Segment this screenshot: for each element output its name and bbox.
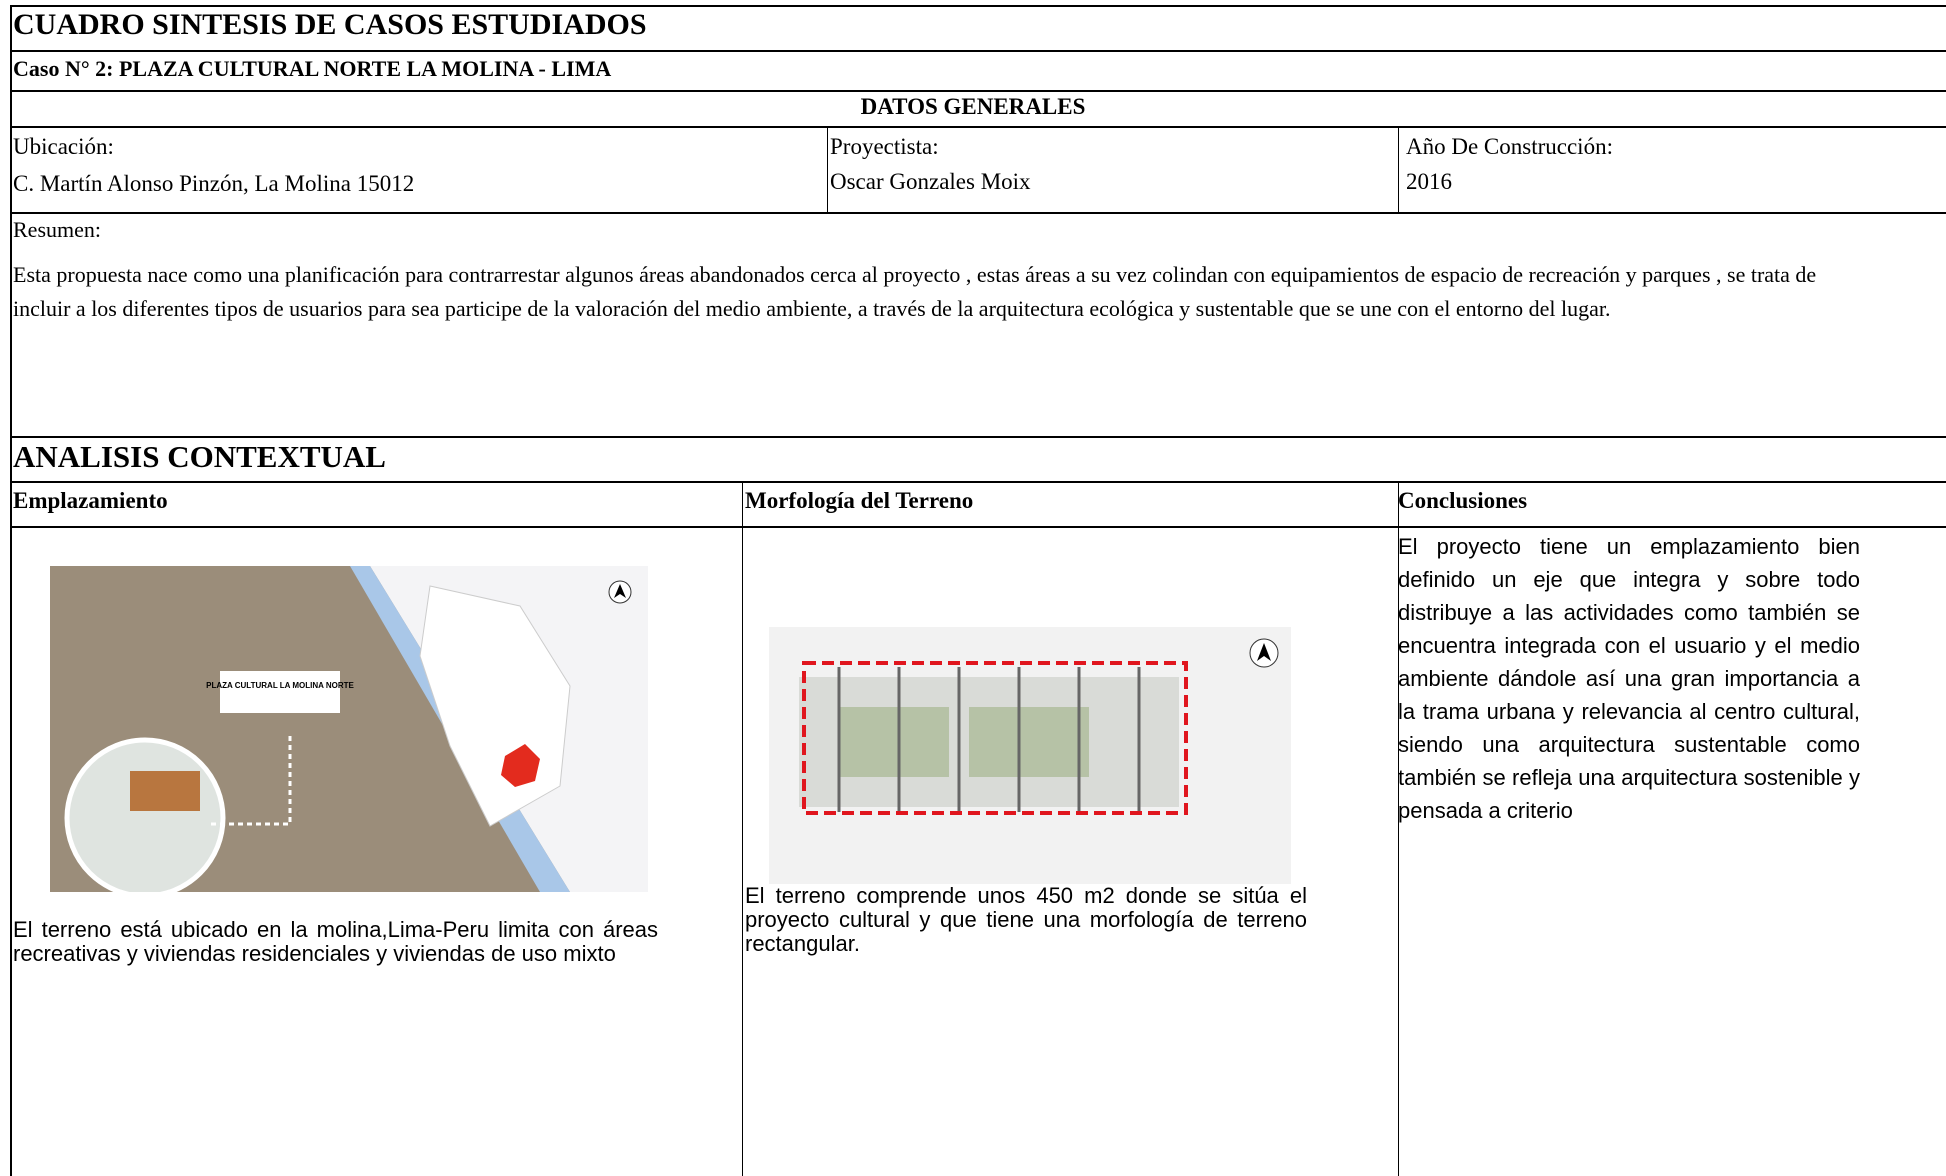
column-text: El terreno está ubicado en la molina,Lim…	[13, 917, 658, 966]
border	[827, 127, 828, 213]
site-plan	[769, 627, 1291, 884]
field-value: C. Martín Alonso Pinzón, La Molina 15012	[13, 171, 415, 196]
border	[10, 126, 1946, 128]
column-text: El proyecto tiene un emplazamiento bien …	[1398, 534, 1860, 823]
map-label: PLAZA CULTURAL LA MOLINA NORTE	[206, 681, 354, 690]
field-value: Oscar Gonzales Moix	[830, 169, 1031, 194]
column-text: El terreno comprende unos 450 m2 donde s…	[745, 883, 1307, 956]
field-label: Proyectista:	[830, 134, 939, 159]
border	[10, 481, 1946, 483]
border	[10, 212, 1946, 214]
column-heading: Morfología del Terreno	[745, 488, 974, 513]
border	[10, 90, 1946, 92]
border	[10, 436, 1946, 438]
column-heading: Emplazamiento	[13, 488, 168, 513]
border	[742, 482, 743, 1176]
section-title: ANALISIS CONTEXTUAL	[13, 439, 386, 474]
section-title: DATOS GENERALES	[860, 94, 1086, 119]
field-label: Año De Construcción:	[1406, 134, 1613, 159]
border	[10, 526, 1946, 528]
summary-label: Resumen:	[13, 217, 101, 242]
column-heading: Conclusiones	[1398, 488, 1528, 513]
border	[1398, 482, 1399, 1176]
border	[10, 5, 1946, 7]
field-value: 2016	[1406, 169, 1452, 194]
border	[1398, 127, 1399, 213]
location-map: PLAZA CULTURAL LA MOLINA NORTE	[50, 566, 648, 892]
border	[10, 50, 1946, 52]
border	[10, 5, 12, 1176]
title: CUADRO SINTESIS DE CASOS ESTUDIADOS	[13, 8, 647, 41]
summary: Esta propuesta nace como una planificaci…	[13, 262, 1817, 321]
case-title: Caso N° 2: PLAZA CULTURAL NORTE LA MOLIN…	[13, 56, 612, 81]
field-label: Ubicación:	[13, 134, 114, 159]
